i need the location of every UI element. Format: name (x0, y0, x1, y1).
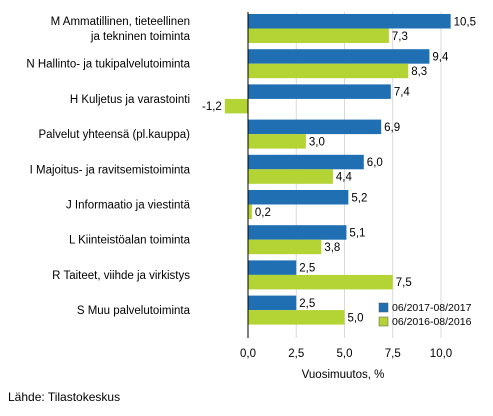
category-label-0-line1: ja tekninen toiminta (90, 31, 191, 43)
data-label-s0-c1: 9,4 (432, 51, 449, 63)
legend-swatch-1 (378, 316, 389, 327)
bar-s1-c1 (248, 63, 409, 79)
category-label-8: S Muu palvelutoiminta (77, 305, 191, 317)
data-label-s0-c7: 2,5 (299, 263, 315, 275)
legend-swatch-0 (378, 302, 389, 313)
data-label-s1-c6: 3,8 (324, 242, 340, 254)
bar-s1-c0 (248, 28, 389, 43)
category-label-0-line0: M Ammatillinen, tieteellinen (51, 16, 190, 28)
data-label-s0-c4: 6,0 (367, 157, 383, 169)
category-label-7: R Taiteet, viihde ja virkistys (52, 270, 190, 282)
bar-s0-c2 (248, 84, 391, 99)
x-tick-label-2: 5,0 (337, 348, 353, 360)
x-tick-label-1: 2,5 (288, 348, 304, 360)
bar-s0-c1 (248, 49, 430, 64)
bar-s0-c0 (248, 14, 451, 29)
category-label-2: H Kuljetus ja varastointi (70, 94, 190, 106)
data-label-s1-c2: -1,2 (202, 101, 222, 113)
x-tick-label-3: 7,5 (385, 348, 401, 360)
bar-s1-c4 (248, 169, 333, 184)
bar-s0-c8 (248, 295, 297, 311)
bar-s0-c4 (248, 154, 364, 170)
data-label-s0-c0: 10,5 (454, 16, 476, 28)
bar-s1-c3 (248, 134, 306, 149)
category-label-3: Palvelut yhteensä (pl.kauppa) (38, 129, 190, 141)
legend-label-0: 06/2017-08/2017 (392, 302, 472, 314)
category-label-1: N Hallinto- ja tukipalvelutoiminta (26, 59, 190, 71)
data-label-s1-c0: 7,3 (392, 31, 408, 43)
bar-s0-c3 (248, 119, 382, 135)
bar-s1-c2 (224, 98, 248, 114)
bar-s1-c6 (248, 239, 322, 255)
data-label-s1-c8: 5,0 (348, 312, 364, 324)
data-label-s1-c1: 8,3 (411, 66, 427, 78)
data-label-s0-c8: 2,5 (299, 298, 315, 310)
data-label-s0-c6: 5,1 (349, 227, 365, 239)
category-label-4: I Majoitus- ja ravitsemistoiminta (30, 164, 191, 176)
data-label-s0-c5: 5,2 (351, 192, 367, 204)
category-label-5: J Informaatio ja viestintä (66, 200, 191, 212)
data-label-s0-c2: 7,4 (394, 87, 411, 99)
bar-s0-c6 (248, 225, 347, 240)
bar-s1-c8 (248, 310, 345, 325)
bar-s1-c7 (248, 274, 393, 290)
data-label-s1-c5: 0,2 (255, 207, 271, 219)
source-note: Lähde: Tilastokeskus (8, 390, 121, 404)
bar-s0-c7 (248, 260, 297, 275)
x-tick-label-0: 0,0 (240, 348, 256, 360)
x-tick-label-4: 10,0 (430, 348, 452, 360)
data-label-s1-c4: 4,4 (336, 172, 353, 184)
data-label-s0-c3: 6,9 (384, 122, 400, 134)
category-label-6: L Kiinteistöalan toiminta (69, 235, 191, 247)
data-label-s1-c3: 3,0 (309, 136, 325, 148)
bar-s1-c5 (248, 204, 252, 219)
bar-s0-c5 (248, 190, 349, 205)
legend-label-1: 06/2016-08/2016 (392, 316, 472, 328)
data-label-s1-c7: 7,5 (396, 277, 412, 289)
x-axis-title: Vuosimuutos, % (302, 369, 385, 381)
